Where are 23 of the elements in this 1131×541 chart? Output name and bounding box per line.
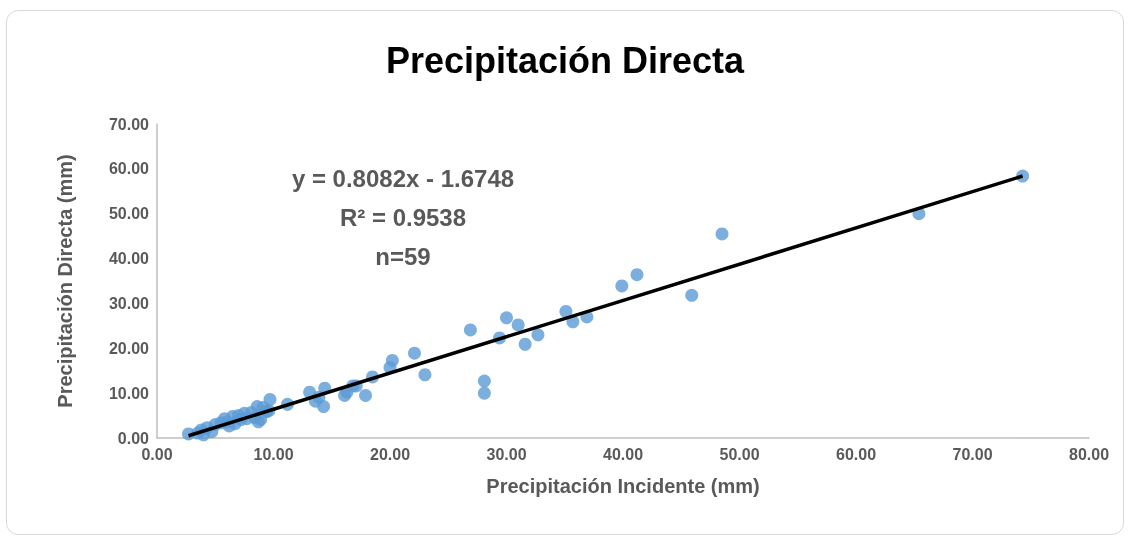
- annotation: R² = 0.9538: [339, 203, 467, 231]
- y-tick-label: 30.00: [108, 294, 150, 312]
- y-tick-label: 0.00: [117, 429, 150, 447]
- x-tick-label: 60.00: [835, 445, 877, 463]
- y-tick-label: 10.00: [108, 384, 150, 402]
- y-axis-title: Precipitación Directa (mm): [54, 154, 76, 408]
- x-axis-title: Precipitación Incidente (mm): [486, 475, 760, 497]
- annotation: y = 0.8082x - 1.6748: [291, 164, 515, 192]
- x-tick-label: 10.00: [253, 445, 294, 463]
- y-tick-label: 20.00: [108, 339, 150, 357]
- x-tick-label: 30.00: [486, 445, 527, 463]
- annotation: n=59: [375, 242, 431, 270]
- y-tick-label: 50.00: [108, 205, 150, 223]
- y-tick-label: 60.00: [108, 160, 150, 178]
- x-tick-label: 40.00: [602, 445, 644, 463]
- x-tick-label: 70.00: [952, 445, 993, 463]
- x-tick-label: 20.00: [369, 445, 411, 463]
- x-tick-label: 0.00: [141, 445, 173, 463]
- y-tick-label: 40.00: [108, 250, 150, 268]
- chart-title: Precipitación Directa: [385, 39, 746, 81]
- x-tick-label: 50.00: [719, 445, 760, 463]
- y-tick-label: 70.00: [108, 115, 150, 133]
- x-tick-label: 80.00: [1068, 445, 1110, 463]
